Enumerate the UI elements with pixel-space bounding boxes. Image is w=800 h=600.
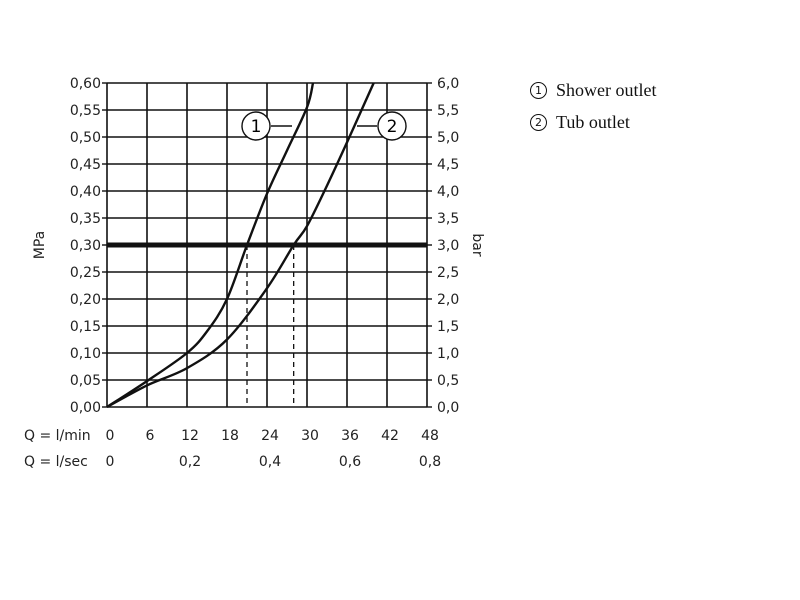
y2-axis-label: bar	[469, 233, 485, 256]
series-marker-circle	[241, 111, 271, 141]
legend-item-shower: 1 Shower outlet	[530, 80, 657, 101]
y-axis-label: MPa	[32, 231, 48, 259]
y-tick-label: 0,15	[70, 319, 101, 335]
y2-tick-label: 1,5	[437, 319, 459, 335]
y-tick-label: 0,45	[70, 157, 101, 173]
y-tick-label: 0,55	[70, 103, 101, 119]
x2-tick-label: 0,6	[339, 454, 361, 470]
x-axis-label: Q = l/min	[24, 428, 91, 444]
x-tick-label: 30	[301, 428, 319, 444]
legend-item-tub: 2 Tub outlet	[530, 112, 630, 133]
y-tick-label: 0,05	[70, 373, 101, 389]
x-tick-label: 0	[106, 428, 115, 444]
y2-tick-label: 5,0	[437, 130, 459, 146]
series-line-2	[106, 82, 375, 409]
x-tick-label: 18	[221, 428, 239, 444]
y2-tick-label: 5,5	[437, 103, 459, 119]
y-tick-label: 0,50	[70, 130, 101, 146]
series-marker-label: 1	[251, 117, 262, 137]
y2-tick-label: 4,0	[437, 184, 459, 200]
y2-tick-label: 2,0	[437, 292, 459, 308]
series-marker-label: 2	[387, 117, 398, 137]
x2-tick-label: 0	[106, 454, 115, 470]
x-tick-label: 12	[181, 428, 199, 444]
y-tick-label: 0,25	[70, 265, 101, 281]
x2-tick-label: 0,2	[179, 454, 201, 470]
y2-tick-label: 1,0	[437, 346, 459, 362]
y-tick-label: 0,40	[70, 184, 101, 200]
x-tick-label: 6	[146, 428, 155, 444]
legend-label: Tub outlet	[556, 112, 630, 132]
y-tick-label: 0,60	[70, 76, 101, 92]
y-tick-label: 0,20	[70, 292, 101, 308]
y-tick-label: 0,00	[70, 400, 101, 416]
marker-2-icon: 2	[530, 114, 547, 131]
x-tick-label: 36	[341, 428, 359, 444]
y-tick-label: 0,35	[70, 211, 101, 227]
x2-tick-label: 0,8	[419, 454, 441, 470]
marker-1-icon: 1	[530, 82, 547, 99]
y2-tick-label: 3,0	[437, 238, 459, 254]
y2-tick-label: 0,5	[437, 373, 459, 389]
x2-axis-label: Q = l/sec	[24, 454, 88, 470]
x-tick-label: 48	[421, 428, 439, 444]
series-marker-circle	[377, 111, 407, 141]
y2-tick-label: 2,5	[437, 265, 459, 281]
y2-tick-label: 4,5	[437, 157, 459, 173]
y2-tick-label: 6,0	[437, 76, 459, 92]
y-tick-label: 0,30	[70, 238, 101, 254]
x-tick-label: 42	[381, 428, 399, 444]
y-tick-label: 0,10	[70, 346, 101, 362]
series-line-1	[106, 82, 315, 409]
x2-tick-label: 0,4	[259, 454, 281, 470]
x-tick-label: 24	[261, 428, 279, 444]
y2-tick-label: 3,5	[437, 211, 459, 227]
legend-label: Shower outlet	[556, 80, 657, 100]
y2-tick-label: 0,0	[437, 400, 459, 416]
